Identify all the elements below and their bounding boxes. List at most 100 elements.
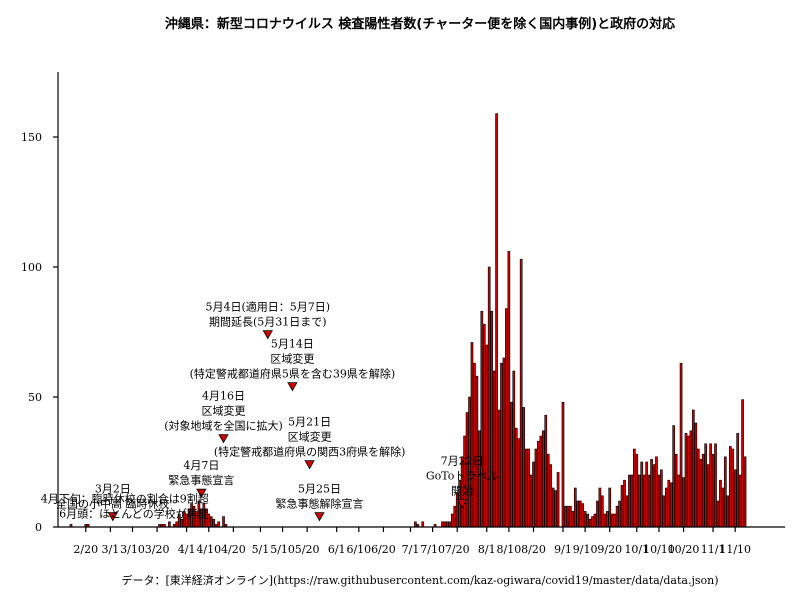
bar — [704, 443, 708, 528]
bar — [719, 479, 722, 528]
bar — [519, 258, 523, 528]
bar — [443, 521, 447, 528]
bar — [738, 474, 742, 528]
y-tick-label: 50 — [28, 391, 42, 404]
bar — [514, 427, 518, 528]
bar — [502, 357, 506, 528]
x-tick-label: 6/20 — [371, 543, 396, 556]
y-tick-label: 0 — [35, 521, 42, 534]
bar — [608, 487, 612, 528]
bar — [645, 461, 648, 528]
x-tick-label: 4/10 — [196, 543, 221, 556]
bar — [212, 518, 216, 528]
bar — [566, 505, 570, 528]
bar — [168, 521, 171, 528]
bar — [448, 521, 452, 528]
x-tick-label: 4/20 — [221, 543, 246, 556]
bar — [716, 500, 720, 528]
bar — [633, 448, 636, 528]
event-label: 7月22日 — [441, 455, 484, 468]
event-label: 5月14日 — [271, 338, 314, 351]
bar — [684, 433, 688, 528]
bar — [534, 448, 538, 528]
bar — [709, 443, 712, 528]
bar — [490, 310, 493, 528]
event-label: 4月16日 — [202, 390, 245, 403]
bar — [537, 440, 540, 528]
bar — [598, 487, 602, 528]
bar — [714, 443, 717, 528]
event-marker — [262, 330, 273, 340]
bar — [492, 370, 496, 528]
bar — [527, 448, 530, 528]
bar — [679, 362, 683, 528]
bar — [546, 453, 550, 528]
bar — [591, 516, 594, 528]
x-tick-label: 3/1 — [102, 543, 120, 556]
bar — [586, 513, 589, 528]
event-label: (特定警戒都道府県の関西3府県を解除) — [214, 445, 406, 459]
bar — [505, 308, 508, 528]
bar — [669, 482, 673, 528]
bar — [414, 521, 417, 528]
bar — [473, 362, 476, 528]
event-label: 5月25日 — [298, 483, 341, 496]
event-label: 区域変更 — [270, 352, 314, 366]
x-tick-label: 8/1 — [478, 543, 496, 556]
bar — [601, 495, 604, 528]
bar — [556, 472, 560, 528]
bar — [507, 251, 511, 528]
bar — [512, 370, 516, 528]
event-marker — [218, 434, 229, 444]
bar — [677, 474, 680, 528]
bar — [615, 505, 619, 528]
x-tick-label: 11/10 — [719, 543, 751, 556]
x-tick-label: 10/10 — [643, 543, 675, 556]
bar — [630, 474, 634, 528]
event-label: 3月2日 — [95, 483, 131, 496]
bar — [421, 521, 425, 528]
bar — [588, 518, 592, 528]
bar — [571, 511, 575, 528]
x-tick-label: 2/20 — [73, 543, 98, 556]
event-label: 期間延長(5月31日まで) — [209, 316, 327, 329]
event-label: 全国の小中高 臨時休校 — [56, 497, 170, 511]
event-marker — [456, 499, 468, 509]
bar — [497, 409, 501, 528]
bar — [736, 433, 739, 528]
x-tick-label: 9/20 — [597, 543, 622, 556]
bar — [517, 438, 521, 528]
event-label: 5月4日(適用日：5月7日) — [206, 300, 331, 314]
bar — [623, 479, 626, 528]
bar — [482, 323, 486, 528]
x-tick-label: 7/10 — [420, 543, 445, 556]
x-tick-label: 5/1 — [252, 543, 270, 556]
bar — [576, 500, 580, 528]
bar — [222, 516, 225, 528]
event-label: (特定警戒都道府県5県を含む39県を解除) — [190, 367, 396, 381]
event-marker — [314, 512, 325, 522]
x-tick-label: 8/20 — [521, 543, 546, 556]
bar — [446, 521, 449, 528]
bar — [699, 459, 703, 528]
bar — [578, 500, 582, 528]
bar — [642, 474, 646, 528]
bar — [485, 344, 489, 528]
bar — [603, 513, 607, 528]
event-label: 開始 — [451, 484, 473, 498]
event-label: 緊急事態宣言 — [168, 473, 234, 487]
bar — [706, 464, 710, 528]
bar — [711, 453, 715, 528]
bar — [701, 453, 705, 528]
bar — [581, 503, 585, 528]
x-tick-label: 3/20 — [145, 543, 170, 556]
x-tick-label: 8/10 — [497, 543, 522, 556]
bar — [694, 422, 698, 528]
event-label: 区域変更 — [202, 404, 246, 418]
bar — [480, 310, 484, 528]
bar — [667, 479, 671, 528]
bar — [487, 266, 491, 528]
x-tick-label: 4/1 — [178, 543, 196, 556]
bar — [593, 513, 597, 528]
